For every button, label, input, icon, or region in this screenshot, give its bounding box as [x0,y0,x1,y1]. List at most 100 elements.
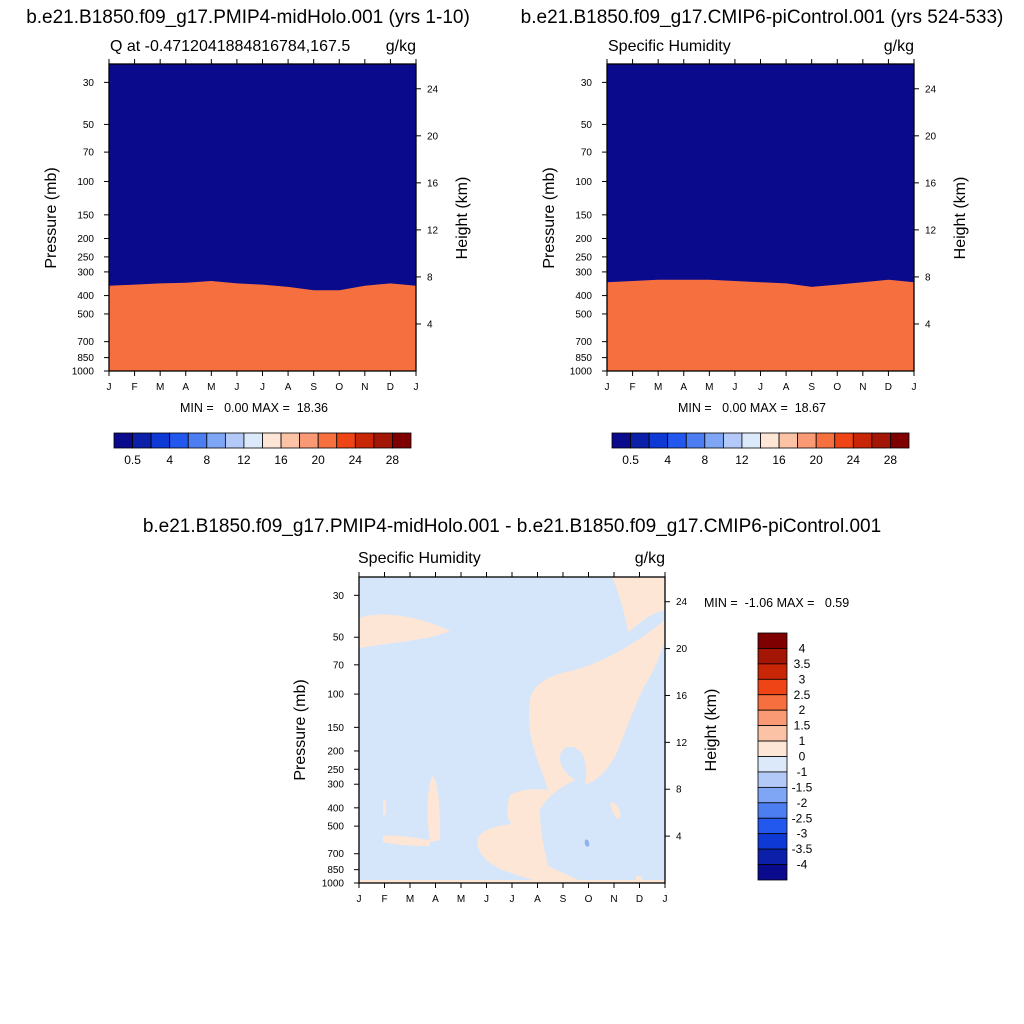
panel-a-y-left-ticks: 30 50 70 100 150 200 250 300 400 500 700 850 1000 [72,78,109,378]
y-left-tick-label: 70 [83,148,95,159]
colorbar-swatch [685,432,706,449]
panel-c-right-label: g/kg [635,550,665,567]
colorbar-label: -2 [797,796,808,810]
panel-a-colorbar: 0.5 4 8 12 16 20 24 28 [113,432,412,467]
y-left-tick-label: 200 [77,234,94,245]
x-tick-label: O [335,382,343,393]
x-tick-label: N [610,894,617,905]
colorbar-label: 12 [237,453,251,467]
y-left-tick-label: 250 [575,252,592,263]
panel-b-y-right-ticks: 24 20 16 12 8 4 [914,84,937,330]
colorbar-label: 16 [772,453,786,467]
y-left-tick-label: 500 [575,309,592,320]
x-tick-label: J [107,382,112,393]
x-tick-label: F [132,382,138,393]
y-left-tick-label: 850 [327,865,344,876]
colorbar-label: 28 [884,453,898,467]
y-left-tick-label: 70 [333,660,345,671]
y-left-tick-label: 150 [327,723,344,734]
panel-b-y-left-ticks: 30 50 70 100 150 200 250 300 400 500 700 850 1000 [570,78,607,378]
x-tick-label: O [585,894,593,905]
x-tick-label: M [705,382,713,393]
colorbar-label: 0.5 [622,453,639,467]
x-tick-label: M [654,382,662,393]
colorbar-swatch [760,432,780,449]
colorbar-swatch [757,771,788,788]
x-tick-label: M [406,894,414,905]
x-tick-label: J [663,894,668,905]
x-tick-label: J [484,894,489,905]
panel-c-left-label: Specific Humidity [358,550,481,567]
x-tick-label: N [361,382,368,393]
panel-c-colorbar: 4 3.53 2.52 1.51 0-1-1.5 -2-2.5 -3-3.5 -4 [757,632,813,881]
x-tick-label: S [560,894,567,905]
panel-c: b.e21.B1850.f09_g17.PMIP4-midHolo.001 - … [143,516,881,905]
x-tick-label: N [859,382,866,393]
y-left-tick-label: 50 [581,120,593,131]
colorbar-swatch [757,709,788,727]
colorbar-swatch [611,432,631,449]
colorbar-swatch [299,432,319,449]
panel-b: b.e21.B1850.f09_g17.CMIP6-piControl.001 … [521,7,1004,467]
x-tick-label: F [630,382,636,393]
y-right-tick-label: 4 [925,319,931,330]
colorbar-label: -1.5 [792,780,813,794]
colorbar-swatch [815,432,836,449]
colorbar-swatch [262,432,282,449]
x-tick-label: A [680,382,687,393]
x-tick-label: D [885,382,892,393]
y-right-tick-label: 8 [925,272,931,283]
y-right-tick-label: 24 [676,597,688,608]
colorbar-swatch [797,432,817,449]
x-tick-label: J [260,382,265,393]
colorbar-label: 8 [701,453,708,467]
y-right-tick-label: 8 [427,272,433,283]
colorbar-label: 28 [386,453,400,467]
colorbar-label: 16 [274,453,288,467]
colorbar-label: -3 [797,827,808,841]
panel-a: b.e21.B1850.f09_g17.PMIP4-midHolo.001 (y… [26,7,471,467]
y-left-tick-label: 250 [77,252,94,263]
y-left-tick-label: 300 [77,267,94,278]
y-right-tick-label: 4 [676,832,682,843]
y-left-tick-label: 300 [575,267,592,278]
colorbar-swatch [890,432,910,449]
colorbar-swatch [757,694,788,711]
y-right-tick-label: 12 [427,225,439,236]
colorbar-swatch [354,432,375,449]
colorbar-label: 0 [799,750,806,764]
y-right-tick-label: 20 [925,131,937,142]
colorbar-swatch [778,432,799,449]
y-left-tick-label: 1000 [570,367,593,378]
colorbar-swatch [757,632,788,649]
colorbar-label: -3.5 [792,842,813,856]
x-tick-label: J [357,894,362,905]
panel-b-minmax: MIN = 0.00 MAX = 18.67 [678,401,826,415]
colorbar-swatch [757,864,788,881]
x-tick-label: M [457,894,465,905]
y-left-tick-label: 50 [83,120,95,131]
colorbar-label: 8 [203,453,210,467]
colorbar-swatch [392,432,412,449]
x-tick-label: J [234,382,239,393]
colorbar-swatch [667,432,687,449]
y-left-tick-label: 30 [83,78,95,89]
y-left-tick-label: 30 [581,78,593,89]
y-left-tick-label: 700 [77,337,94,348]
colorbar-label: 20 [312,453,326,467]
colorbar-label: 4 [166,453,173,467]
panel-c-bottom-strip [359,880,665,883]
colorbar-swatch [757,648,788,665]
y-right-tick-label: 12 [676,738,688,749]
x-tick-label: M [156,382,164,393]
colorbar-swatch [757,786,788,804]
panel-c-positive-region-upper-left [359,614,450,648]
y-left-tick-label: 100 [575,177,592,188]
y-left-tick-label: 100 [327,690,344,701]
colorbar-swatch [704,432,724,449]
y-right-tick-label: 8 [676,785,682,796]
